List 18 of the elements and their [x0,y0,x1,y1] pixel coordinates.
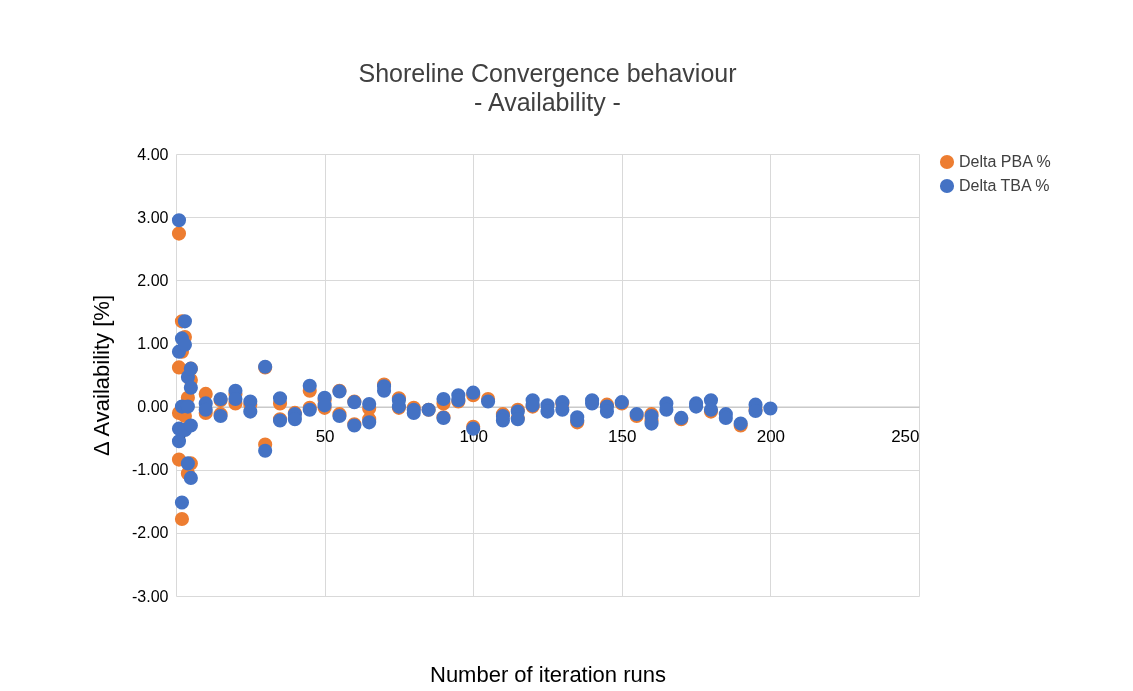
y-tick-label: 1.00 [137,334,169,352]
x-tick-label: 50 [315,427,335,447]
y-tick-label: 0.00 [137,398,169,416]
x-tick-label: 150 [608,427,637,447]
legend-label: Delta TBA % [959,177,1050,194]
y-tick-label: 2.00 [137,271,169,289]
y-tick-label: -2.00 [132,524,169,542]
chart-title: Shoreline Convergence behaviour [358,59,737,87]
y-tick-label: 3.00 [137,208,169,226]
y-tick-label: -3.00 [132,587,169,605]
x-tick-label: 200 [756,427,786,447]
y-tick-label: -1.00 [132,461,169,479]
x-tick-label: 250 [891,427,920,447]
legend-label: Delta PBA % [959,153,1051,170]
y-axis-title: Δ Availability [%] [89,294,115,457]
y-tick-label: 4.00 [137,145,169,163]
x-axis-title: Number of iteration runs [430,661,666,687]
chart-subtitle: - Availability - [474,88,621,116]
